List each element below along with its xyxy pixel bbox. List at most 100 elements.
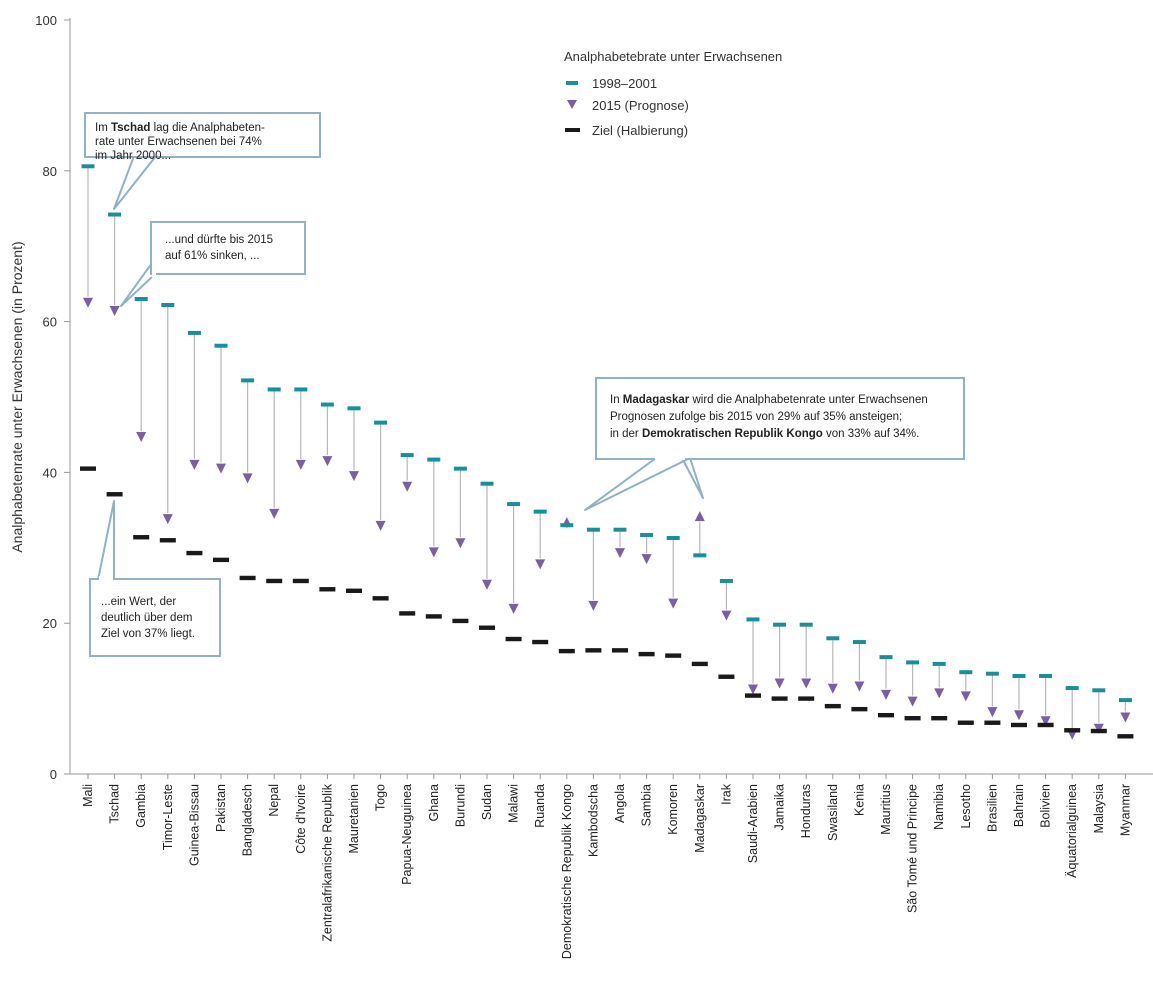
prognose-2015-marker [402, 481, 413, 492]
category-label: Myanmar [1118, 784, 1132, 836]
y-tick-label: 80 [43, 164, 57, 179]
rate-1998-2001-marker [932, 661, 946, 666]
category-label: Ruanda [533, 784, 547, 828]
ziel-marker [957, 720, 974, 725]
category-label: Bolivien [1039, 784, 1053, 828]
legend-label-prognose: 2015 (Prognose) [592, 98, 689, 113]
y-tick-label: 40 [43, 465, 57, 480]
madagaskar-callout-join [655, 455, 685, 460]
category-label: Tschad [108, 784, 122, 824]
category-label: Mauritius [879, 784, 893, 835]
rate-1998-2001-marker [560, 523, 574, 528]
rate-1998-2001-marker [400, 453, 414, 458]
prognose-2015-marker [535, 559, 546, 570]
rate-1998-2001-marker [906, 660, 920, 665]
prognose-2015-marker [136, 431, 147, 442]
ziel-marker [80, 466, 96, 471]
category-label: Mali [81, 784, 95, 807]
rate-1998-2001-marker [985, 671, 999, 676]
category-label: Namibia [932, 784, 946, 830]
prognose-2015-marker [854, 681, 865, 692]
category-label: Pakistan [214, 784, 228, 832]
prognose-2015-marker [987, 707, 998, 718]
y-tick-label: 0 [50, 767, 57, 782]
y-axis-title: Analphabetenrate unter Erwachsenen (in P… [9, 241, 25, 552]
prognose-2015-marker [668, 598, 679, 609]
ziel-marker [745, 693, 761, 698]
ziel-marker [931, 716, 948, 721]
legend-swatch-ziel [565, 128, 580, 132]
ziel-marker [851, 706, 868, 712]
ziel-marker [399, 611, 416, 616]
ziel-marker [1090, 728, 1107, 734]
rate-1998-2001-marker [1065, 686, 1079, 691]
category-label: Nepal [267, 784, 281, 817]
category-label: Malawi [507, 784, 521, 823]
rate-1998-2001-marker [719, 578, 733, 583]
rate-1998-2001-marker [214, 343, 228, 348]
category-label: Kambodscha [586, 784, 600, 857]
ziel-callout-join [99, 576, 113, 581]
prognose-2015-marker [1040, 716, 1051, 727]
prognose-2015-marker [1014, 710, 1024, 721]
ziel-marker [425, 614, 442, 619]
rate-1998-2001-marker [507, 502, 521, 507]
category-label: Burundi [453, 784, 467, 827]
prognose-2015-marker [349, 471, 359, 482]
rate-1998-2001-marker [959, 670, 973, 675]
prognose-2015-marker [960, 691, 971, 702]
legend: Analphabetebrate unter Erwachsenen 1998–… [564, 49, 782, 138]
prognose-2015-marker [189, 459, 200, 470]
ziel-marker [691, 661, 708, 667]
rate-1998-2001-marker [241, 378, 255, 383]
ziel-marker [532, 639, 549, 645]
prognose-2015-marker [269, 508, 280, 519]
ziel-marker [718, 674, 735, 679]
prognose-2015-marker [801, 678, 812, 689]
prognose-2015-marker [295, 459, 306, 470]
ziel-marker [1117, 734, 1134, 739]
rate-1998-2001-marker [746, 617, 760, 622]
rate-1998-2001-marker [693, 553, 707, 558]
rate-1998-2001-marker [799, 622, 813, 627]
category-label: Malaysia [1092, 784, 1106, 833]
sinken-callout-box [150, 221, 306, 275]
ziel-marker [771, 696, 788, 701]
ziel-marker [1037, 722, 1054, 728]
category-label: Äquatorialguinea [1065, 784, 1079, 878]
prognose-2015-marker [83, 297, 93, 308]
ziel-marker [878, 712, 894, 718]
ziel-callout-box [89, 578, 221, 657]
rate-1998-2001-marker [187, 330, 201, 335]
category-label: Timor-Leste [161, 784, 175, 850]
rate-1998-2001-marker [480, 481, 494, 486]
rate-1998-2001-marker [879, 655, 893, 660]
prognose-2015-marker [216, 463, 226, 474]
rate-1998-2001-marker [134, 296, 148, 301]
category-label: Honduras [799, 784, 813, 838]
y-tick-label: 60 [43, 315, 57, 330]
ziel-callout-text: ...ein Wert, der deutlich über dem Ziel vo… [101, 596, 195, 640]
ziel-marker [213, 557, 229, 563]
rate-1998-2001-marker [586, 527, 600, 532]
prognose-2015-marker [322, 456, 333, 467]
prognose-2015-marker [1093, 723, 1104, 734]
category-label: Angola [613, 784, 627, 823]
rate-1998-2001-marker [320, 402, 334, 407]
prognose-2015-marker [694, 511, 705, 522]
rate-1998-2001-marker [453, 466, 467, 471]
category-label: Guinea-Bissau [187, 784, 201, 866]
category-label: Komoren [666, 784, 680, 835]
ziel-marker [239, 575, 256, 581]
ziel-marker [186, 550, 203, 556]
legend-swatch-prognose [567, 100, 577, 109]
rate-1998-2001-marker [81, 164, 95, 169]
rate-1998-2001-marker [1118, 698, 1132, 703]
category-label: Côte d'Ivoire [294, 784, 308, 854]
legend-title: Analphabetebrate unter Erwachsenen [564, 49, 782, 64]
tschad-callout-text: Im Tschad lag die Analphabeten-rate unte… [95, 122, 265, 162]
ziel-marker [1011, 722, 1027, 728]
ziel-marker [106, 492, 123, 497]
category-label: Demokratische Republik Kongo [560, 784, 574, 959]
